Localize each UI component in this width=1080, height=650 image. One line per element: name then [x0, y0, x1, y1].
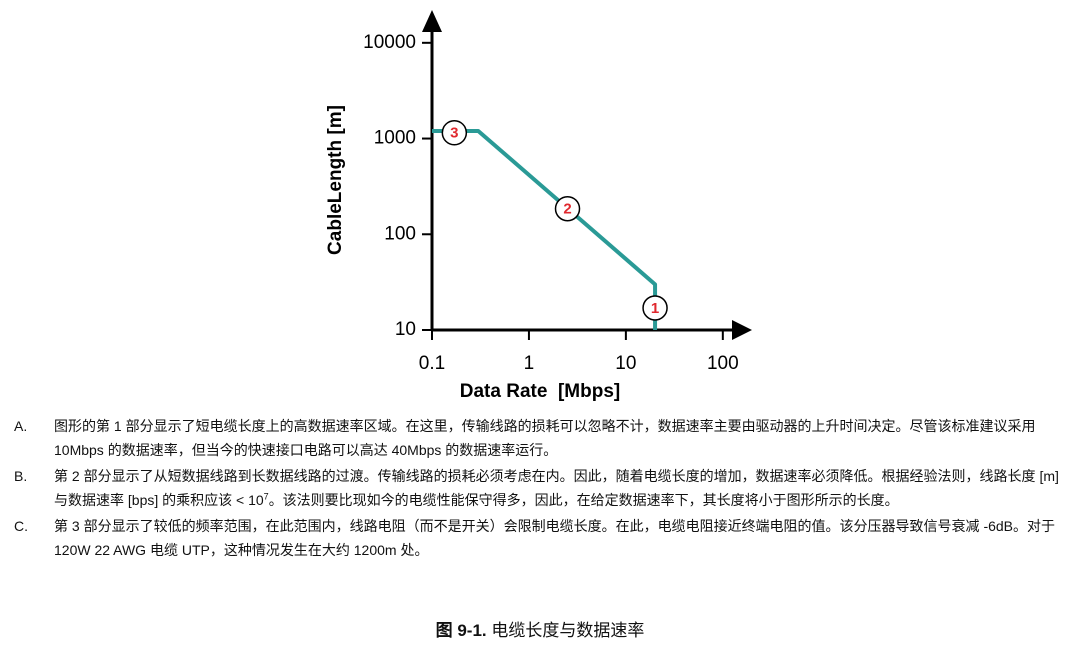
note-text: 图形的第 1 部分显示了短电缆长度上的高数据速率区域。在这里，传输线路的损耗可以…: [54, 418, 1036, 458]
y-tick-label: 10: [395, 319, 416, 340]
x-axis-arrow: [732, 320, 752, 340]
note-text: 第 2 部分显示了从短数据线路到长数据线路的过渡。传输线路的损耗必须考虑在内。因…: [54, 468, 1059, 508]
annotation-circle: [441, 119, 468, 146]
y-tick-label: 10000: [363, 32, 416, 53]
x-tick-label: 1: [524, 353, 535, 374]
note-text: 。该法则要比现如今的电缆性能保守得多，因此，在给定数据速率下，其长度将小于图形所…: [268, 492, 899, 508]
note-label: C.: [14, 518, 28, 534]
y-tick-label: 100: [384, 223, 416, 244]
x-tick-label: 100: [707, 353, 739, 374]
annotation-circle: [642, 295, 668, 321]
figure-caption: 图 9-1. 电缆长度与数据速率: [0, 616, 1080, 641]
y-axis-label: CableLength [m]: [325, 105, 346, 255]
note-label: B.: [14, 468, 28, 484]
annotation-label: 1: [651, 300, 659, 317]
note: C. 第 3 部分显示了较低的频率范围，在此范围内，线路电阻（而不是开关）会限制电…: [0, 514, 1080, 562]
x-tick-label: 0.1: [419, 353, 445, 374]
annotation-label: 3: [450, 125, 458, 142]
note-text: 第 3 部分显示了较低的频率范围，在此范围内，线路电阻（而不是开关）会限制电缆长…: [54, 518, 1056, 558]
caption-label: 图 9-1.: [435, 621, 487, 640]
notes-list: A. 图形的第 1 部分显示了短电缆长度上的高数据速率区域。在这里，传输线路的损耗…: [0, 414, 1080, 564]
x-tick-label: 10: [615, 353, 636, 374]
note-label: A.: [14, 418, 28, 434]
y-axis-arrow: [422, 10, 442, 32]
data-line: [432, 128, 658, 330]
caption-text: 电缆长度与数据速率: [486, 621, 645, 640]
annotation-circle: [554, 195, 581, 222]
note-superscript: 7: [263, 491, 269, 502]
annotation-label: 2: [563, 201, 571, 218]
chart: Data Rate [Mbps] CableLength [m] 0.1 1 10 1…: [325, 10, 752, 402]
note: A. 图形的第 1 部分显示了短电缆长度上的高数据速率区域。在这里，传输线路的损耗…: [0, 414, 1080, 462]
y-tick-label: 1000: [374, 128, 416, 149]
note: B. 第 2 部分显示了从短数据线路到长数据线路的过渡。传输线路的损耗必须考虑在内…: [0, 464, 1080, 512]
x-axis-label: Data Rate [Mbps]: [460, 381, 620, 402]
